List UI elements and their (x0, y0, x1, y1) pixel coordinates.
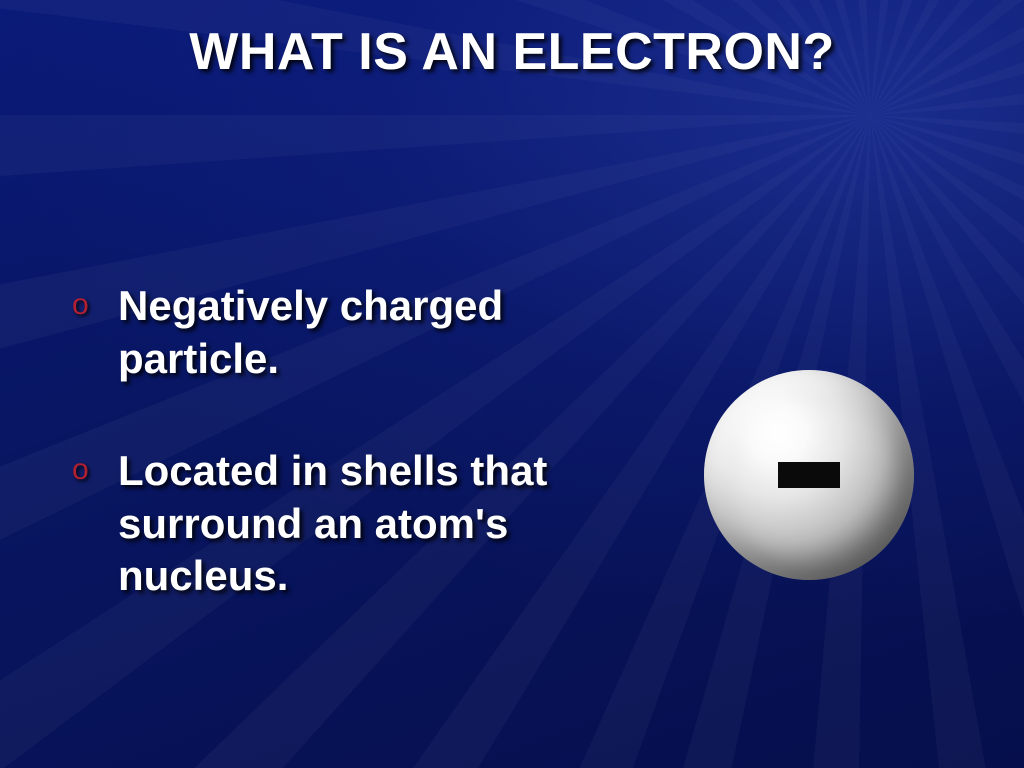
list-item: Located in shells that surround an atom'… (72, 445, 592, 603)
bullet-list: Negatively charged particle. Located in … (72, 280, 592, 603)
slide: WHAT IS AN ELECTRON? Negatively charged … (0, 0, 1024, 768)
electron-graphic (704, 370, 914, 580)
slide-body: Negatively charged particle. Located in … (72, 280, 592, 663)
list-item: Negatively charged particle. (72, 280, 592, 385)
slide-title: WHAT IS AN ELECTRON? (0, 22, 1024, 82)
minus-icon (778, 462, 840, 488)
